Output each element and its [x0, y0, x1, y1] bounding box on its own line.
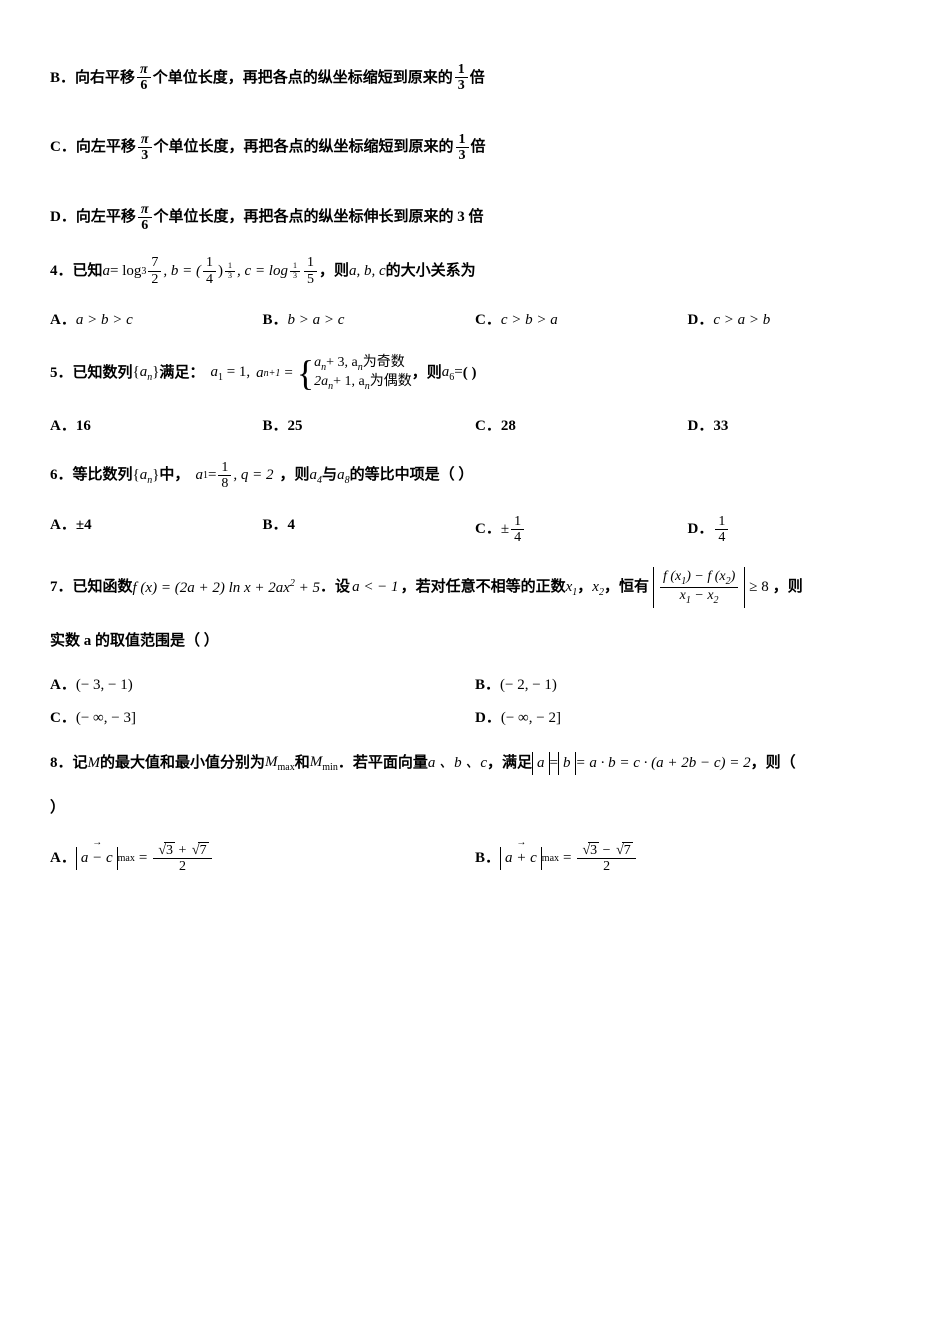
opt-c: C．c > b > a	[475, 309, 688, 332]
opt-c: C． ± 14	[475, 514, 688, 546]
label: 6．等比数列	[50, 464, 133, 487]
text: ，则（	[751, 752, 796, 775]
a6: a6=	[442, 361, 463, 385]
text: 的最大值和最小值分别为	[100, 752, 265, 775]
a1: a1 = 1,	[210, 361, 250, 385]
expr: a = log3 72 , b = ( 14 )13 , c = log13 1…	[103, 255, 319, 287]
cond: a < − 1	[352, 576, 399, 599]
seq: {an}	[133, 464, 160, 488]
vars: a, b, c	[349, 260, 386, 283]
cond: a = b = a · b = c · (a + 2b − c) = 2	[532, 752, 751, 775]
text: 中，	[159, 464, 189, 487]
question-7: 7．已知函数 f (x) = (2a + 2) ln x + 2ax2 + 5 …	[50, 567, 900, 608]
question-7-line2: 实数 a 的取值范围是（ ）	[50, 630, 900, 653]
opt-d: D．33	[688, 415, 901, 438]
opt-c: C．(− ∞, − 3]	[50, 707, 475, 730]
opt-a: A．±4	[50, 514, 263, 546]
opt-b: B．4	[263, 514, 476, 546]
comma: ，	[577, 576, 592, 599]
opt-a: A．(− 3, − 1)	[50, 674, 475, 697]
text: 和	[295, 752, 310, 775]
abs-frac: f (x1) − f (x2) x1 − x2 ≥ 8	[653, 567, 769, 608]
opt-a: A．a > b > c	[50, 309, 263, 332]
opt-b: B． a + cmax = 3 − 7 2	[475, 842, 900, 875]
label: 8．记	[50, 752, 88, 775]
q7-options-ab: A．(− 3, − 1) B．(− 2, − 1)	[50, 674, 900, 697]
text: 个单位长度，再把各点的纵坐标缩短到原来的	[154, 136, 454, 159]
q5-options: A．16 B．25 C．28 D．33	[50, 415, 900, 438]
q4-options: A．a > b > c B．b > a > c C．c > b > a D．c …	[50, 309, 900, 332]
question-8-paren: ）	[50, 797, 900, 820]
question-8: 8．记 M 的最大值和最小值分别为 Mmax 和 Mmin ．若平面向量 a 、…	[50, 751, 900, 775]
opt-d: D．c > a > b	[688, 309, 901, 332]
text: ．设	[320, 576, 350, 599]
text: 向左平移	[76, 206, 136, 229]
frac-1-3: 1 3	[455, 62, 468, 94]
opt-a: A． a − cmax = 3 + 7 2	[50, 842, 475, 875]
a4: a4	[310, 464, 323, 488]
text: 满足：	[159, 362, 204, 385]
seq-an: {an}	[133, 361, 160, 385]
option-c: C． 向左平移 π 3 个单位长度，再把各点的纵坐标缩短到原来的 1 3 倍	[50, 132, 900, 164]
recursion: an+1 = { an+ 3, an为奇数 2an+ 1, an为偶数	[256, 354, 412, 394]
a8: a8	[337, 464, 350, 488]
label: 7．已知函数	[50, 576, 133, 599]
frac-pi-6: π 6	[137, 62, 151, 94]
text: 与	[322, 464, 337, 487]
text: 向右平移	[75, 67, 135, 90]
label: D．	[50, 206, 76, 229]
text: ，则	[319, 260, 349, 283]
text: 倍	[470, 67, 485, 90]
frac-pi-3: π 3	[138, 132, 152, 164]
question-6: 6．等比数列 {an} 中， a1 = 18 , q = 2 ，则 a4 与 a…	[50, 460, 900, 492]
text: 的大小关系为	[386, 260, 476, 283]
text: 倍	[471, 136, 486, 159]
text: ，满足	[487, 752, 532, 775]
opt-b: B．25	[263, 415, 476, 438]
brace-icon: {	[297, 355, 314, 391]
a1q: a1 = 18 , q = 2	[195, 460, 273, 492]
label: 4．已知	[50, 260, 103, 283]
text: ，若对任意不相等的正数	[401, 576, 566, 599]
text: 个单位长度，再把各点的纵坐标伸长到原来的 3 倍	[154, 206, 484, 229]
text: ，则	[280, 464, 310, 487]
label: C．	[50, 136, 76, 159]
paren: ( )	[463, 362, 477, 385]
question-4: 4．已知 a = log3 72 , b = ( 14 )13 , c = lo…	[50, 255, 900, 287]
option-d: D． 向左平移 π 6 个单位长度，再把各点的纵坐标伸长到原来的 3 倍	[50, 202, 900, 234]
frac-1-3: 1 3	[456, 132, 469, 164]
text: ，则	[412, 362, 442, 385]
opt-a: A．16	[50, 415, 263, 438]
opt-b: B．(− 2, − 1)	[475, 674, 900, 697]
question-5: 5．已知数列 {an} 满足： a1 = 1, an+1 = { an+ 3, …	[50, 354, 900, 394]
text: 向左平移	[76, 136, 136, 159]
text: ，则	[773, 576, 803, 599]
text: 个单位长度，再把各点的纵坐标缩短到原来的	[153, 67, 453, 90]
opt-d: D．(− ∞, − 2]	[475, 707, 900, 730]
label: 5．已知数列	[50, 362, 133, 385]
text: ，恒有	[604, 576, 649, 599]
func: f (x) = (2a + 2) ln x + 2ax2 + 5	[133, 576, 321, 600]
label: B．	[50, 67, 75, 90]
option-b: B． 向右平移 π 6 个单位长度，再把各点的纵坐标缩短到原来的 1 3 倍	[50, 62, 900, 94]
opt-d: D． 14	[688, 514, 901, 546]
q8-options: A． a − cmax = 3 + 7 2 B． a + cmax = 3 − …	[50, 842, 900, 875]
text: ．若平面向量	[338, 752, 428, 775]
text: 的等比中项是（ ）	[350, 464, 474, 487]
opt-b: B．b > a > c	[263, 309, 476, 332]
q6-options: A．±4 B．4 C． ± 14 D． 14	[50, 514, 900, 546]
q7-options-cd: C．(− ∞, − 3] D．(− ∞, − 2]	[50, 707, 900, 730]
opt-c: C．28	[475, 415, 688, 438]
frac-pi-6: π 6	[138, 202, 152, 234]
